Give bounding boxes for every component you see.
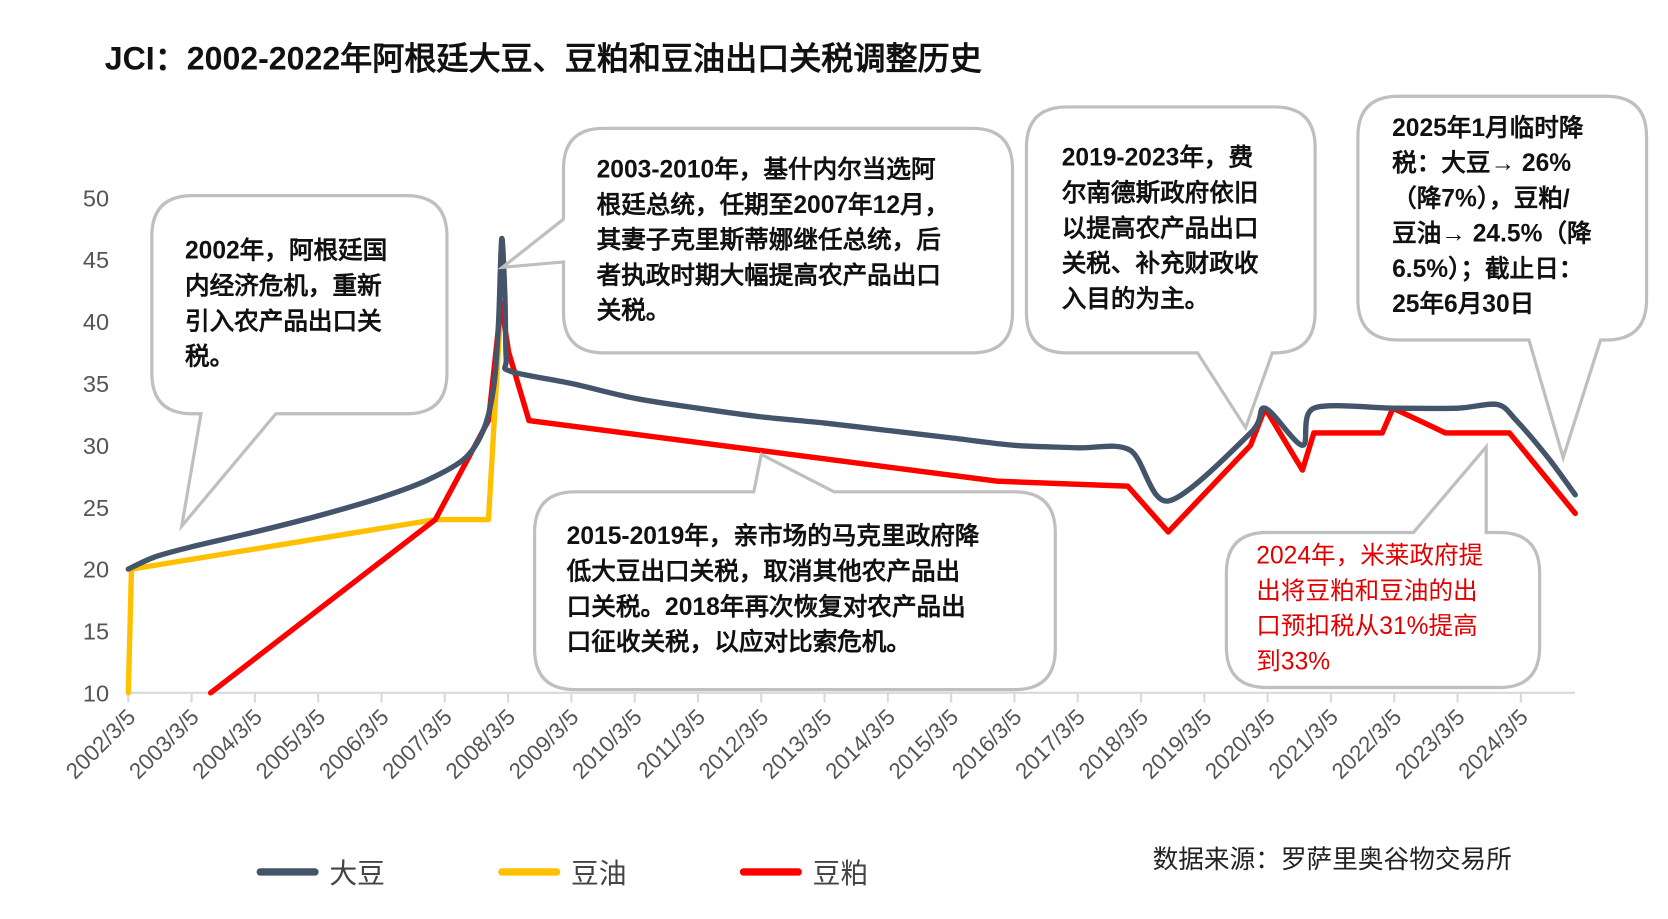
x-tick-label: 2004/3/5 xyxy=(188,704,267,783)
x-tick-label: 2009/3/5 xyxy=(504,704,583,783)
y-tick-label: 20 xyxy=(83,557,109,583)
x-tick-label: 2019/3/5 xyxy=(1137,704,1216,783)
x-tick-label: 2005/3/5 xyxy=(251,704,330,783)
x-tick-label: 2007/3/5 xyxy=(377,704,456,783)
x-tick-label: 2017/3/5 xyxy=(1010,704,1089,783)
legend-swatch-soyoil xyxy=(498,867,561,876)
x-tick-label: 2018/3/5 xyxy=(1074,704,1153,783)
annotation-2024: 2024年，米莱政府提 出将豆粕和豆油的出 口预扣税从31%提高 到33% xyxy=(1256,541,1484,675)
callouts xyxy=(150,94,1649,692)
x-tick-label: 2022/3/5 xyxy=(1327,704,1406,783)
legend-item-soybean: 大豆 xyxy=(256,853,385,890)
callout-2015-2019 xyxy=(532,452,1057,692)
series-line-0 xyxy=(125,235,1578,572)
y-tick-label: 15 xyxy=(83,619,109,645)
x-tick-label: 2024/3/5 xyxy=(1453,704,1532,783)
y-tick-label: 25 xyxy=(83,495,109,521)
x-tick-label: 2020/3/5 xyxy=(1200,704,1279,783)
annotation-2015-2019: 2015-2019年，亲市场的马克里政府降 低大豆出口关税，取消其他农产品出 口… xyxy=(566,521,980,656)
x-tick-label: 2014/3/5 xyxy=(821,704,900,783)
chart-title: JCI：2002-2022年阿根廷大豆、豆粕和豆油出口关税调整历史 xyxy=(104,41,982,77)
callout-2024 xyxy=(1224,442,1542,690)
x-tick-label: 2010/3/5 xyxy=(567,704,646,783)
x-tick-label: 2006/3/5 xyxy=(314,704,393,783)
y-tick-label: 50 xyxy=(83,185,109,211)
x-tick-label: 2013/3/5 xyxy=(757,704,836,783)
x-tick-label: 2002/3/5 xyxy=(61,704,140,783)
series-lines xyxy=(125,235,1578,696)
x-tick-label: 2021/3/5 xyxy=(1264,704,1343,783)
x-tick-label: 2012/3/5 xyxy=(694,704,773,783)
legend-label: 豆粕 xyxy=(812,856,869,890)
x-tick-label: 2003/3/5 xyxy=(124,704,203,783)
annotation-2003-2010: 2003-2010年，基什内尔当选阿 根廷总统，任期至2007年12月， 其妻子… xyxy=(596,155,950,324)
legend-swatch-soybean xyxy=(256,867,319,876)
callout-2025 xyxy=(1356,94,1649,464)
annotation-2002: 2002年，阿根廷国 内经济危机，重新 引入农产品出口关 税。 xyxy=(184,236,388,370)
data-source: 数据来源：罗萨里奥谷物交易所 xyxy=(1152,845,1512,875)
legend-label: 豆油 xyxy=(570,856,627,890)
y-tick-label: 35 xyxy=(83,371,109,397)
y-tick-label: 30 xyxy=(83,433,109,459)
x-tick-label: 2016/3/5 xyxy=(947,704,1026,783)
annotation-2025: 2025年1月临时降 税：大豆→ 26% （降7%），豆粕/ 豆油→ 24.5%… xyxy=(1392,113,1592,318)
y-tick-label: 40 xyxy=(83,309,109,335)
legend-item-soyoil: 豆油 xyxy=(498,853,627,890)
y-tick-label: 45 xyxy=(83,247,109,273)
callout-2003-2010 xyxy=(497,126,1015,355)
x-tick-label: 2008/3/5 xyxy=(441,704,520,783)
x-tick-label: 2023/3/5 xyxy=(1390,704,1469,783)
legend-swatch-soymeal xyxy=(739,867,802,876)
legend-label: 大豆 xyxy=(329,856,385,890)
legend-item-soymeal: 豆粕 xyxy=(739,853,869,890)
y-tick-label: 10 xyxy=(83,680,109,706)
annotation-2019-2023: 2019-2023年，费 尔南德斯政府依旧 以提高农产品出口 关税、补充财政收 … xyxy=(1061,143,1259,313)
callout-2002 xyxy=(150,194,449,532)
x-tick-label: 2015/3/5 xyxy=(884,704,963,783)
callout-2019-2023 xyxy=(1024,105,1317,432)
